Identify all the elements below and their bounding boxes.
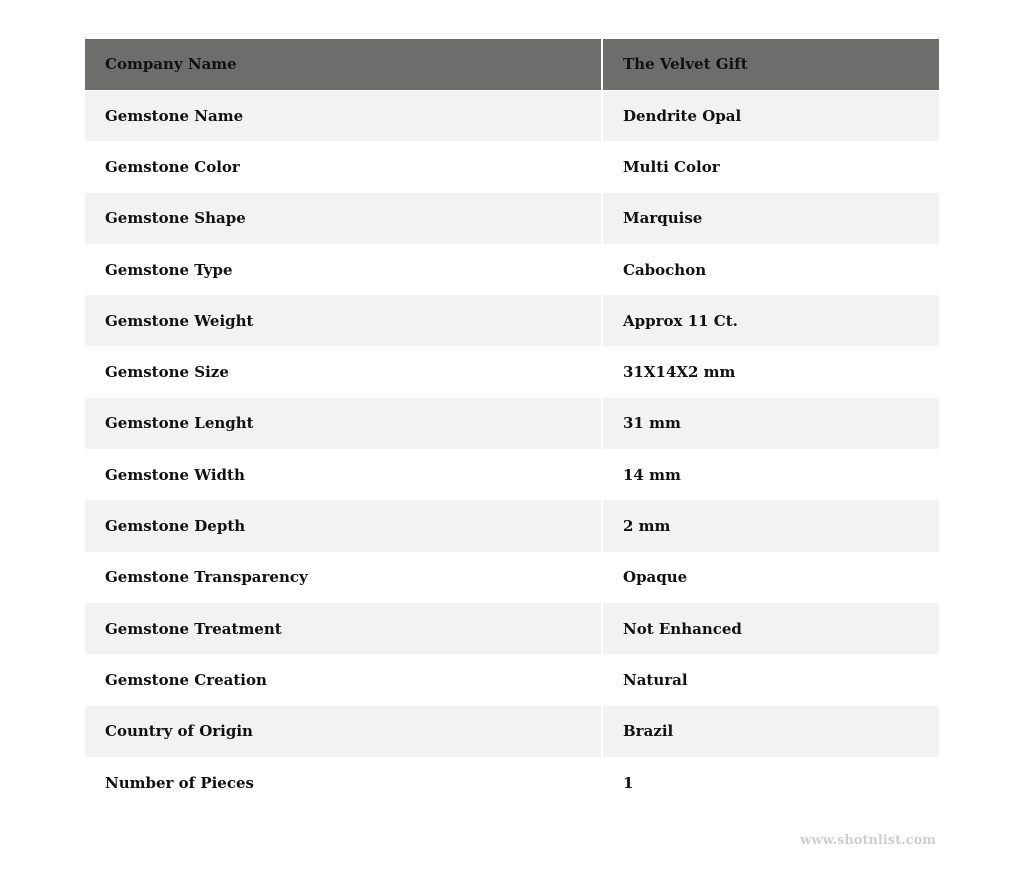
row-value: 14 mm	[623, 465, 681, 484]
row-label: Gemstone Color	[85, 141, 603, 193]
row-label: Gemstone Transparency	[85, 551, 603, 603]
row-label: Gemstone Weight	[85, 295, 603, 347]
row-label: Gemstone Width	[85, 449, 603, 501]
table-row: Number of Pieces 1	[85, 756, 939, 809]
row-label: Gemstone Type	[85, 243, 603, 296]
row-value: Cabochon	[623, 260, 707, 279]
header-value: The Velvet Gift	[602, 39, 939, 91]
table-row: Gemstone Size 31X14X2 mm	[85, 346, 939, 398]
row-value: Dendrite Opal	[602, 90, 939, 142]
row-label: Country of Origin	[85, 705, 603, 757]
row-label: Gemstone Lenght	[85, 397, 603, 450]
row-value: 1	[623, 773, 634, 792]
row-value: 31X14X2 mm	[623, 363, 736, 382]
table-row: Gemstone Color Multi Color	[85, 141, 939, 193]
row-label: Gemstone Creation	[85, 654, 603, 706]
table-header-row: Company Name The Velvet Gift	[85, 39, 939, 91]
row-label: Gemstone Name	[85, 90, 603, 142]
row-value: 2 mm	[602, 500, 939, 552]
row-value: Opaque	[623, 568, 688, 587]
row-value: Not Enhanced	[602, 602, 939, 655]
product-spec-table: Company Name The Velvet Gift Gemstone Na…	[85, 39, 939, 809]
table-row: Gemstone Treatment Not Enhanced	[85, 602, 939, 655]
table-row: Gemstone Depth 2 mm	[85, 500, 939, 552]
table-row: Gemstone Lenght 31 mm	[85, 397, 939, 450]
row-label: Gemstone Treatment	[85, 602, 603, 655]
table-row: Gemstone Transparency Opaque	[85, 551, 939, 603]
watermark: www.shotnlist.com	[800, 833, 936, 848]
header-label: Company Name	[85, 39, 603, 91]
row-value: Multi Color	[623, 157, 720, 176]
table-row: Gemstone Shape Marquise	[85, 192, 939, 244]
row-label: Number of Pieces	[85, 756, 603, 809]
row-value: 31 mm	[602, 397, 939, 450]
row-value: Marquise	[602, 192, 939, 244]
row-label: Gemstone Size	[85, 346, 603, 398]
table-row: Country of Origin Brazil	[85, 705, 939, 757]
table-row: Gemstone Width 14 mm	[85, 449, 939, 501]
table-row: Gemstone Type Cabochon	[85, 243, 939, 296]
row-label: Gemstone Depth	[85, 500, 603, 552]
table-row: Gemstone Name Dendrite Opal	[85, 90, 939, 142]
table-row: Gemstone Creation Natural	[85, 654, 939, 706]
row-value: Natural	[623, 670, 688, 689]
row-value: Brazil	[602, 705, 939, 757]
table-row: Gemstone Weight Approx 11 Ct.	[85, 295, 939, 347]
row-value: Approx 11 Ct.	[602, 295, 939, 347]
row-label: Gemstone Shape	[85, 192, 603, 244]
